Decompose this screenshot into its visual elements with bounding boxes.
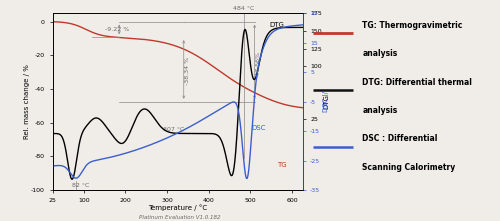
Text: 484 °C: 484 °C [233,6,254,11]
X-axis label: Temperature / °C: Temperature / °C [148,204,207,211]
Text: TG: TG [278,162,287,168]
Y-axis label: Rel. mass change / %: Rel. mass change / % [24,64,30,139]
Text: 82 °C: 82 °C [72,183,90,188]
Text: analysis: analysis [362,106,398,115]
Y-axis label: DTG: DTG [324,94,330,109]
Text: DTG: DTG [269,22,284,28]
Text: Platinum Evaluation V1.0.182: Platinum Evaluation V1.0.182 [139,215,221,220]
Text: 307 °C: 307 °C [163,127,184,132]
Text: analysis: analysis [362,49,398,58]
Text: -9.22 %: -9.22 % [104,27,129,32]
Text: Scanning Calorimetry: Scanning Calorimetry [362,163,456,172]
Text: -47.56%: -47.56% [256,51,261,77]
Text: DTG: Differential thermal: DTG: Differential thermal [362,78,472,87]
Text: DSC : Differential: DSC : Differential [362,134,438,143]
Text: -38.34 %: -38.34 % [185,56,190,85]
Y-axis label: DSC J/: DSC J/ [323,91,329,112]
Text: TG: Thermogravimetric: TG: Thermogravimetric [362,21,463,30]
Text: DSC: DSC [252,125,266,131]
